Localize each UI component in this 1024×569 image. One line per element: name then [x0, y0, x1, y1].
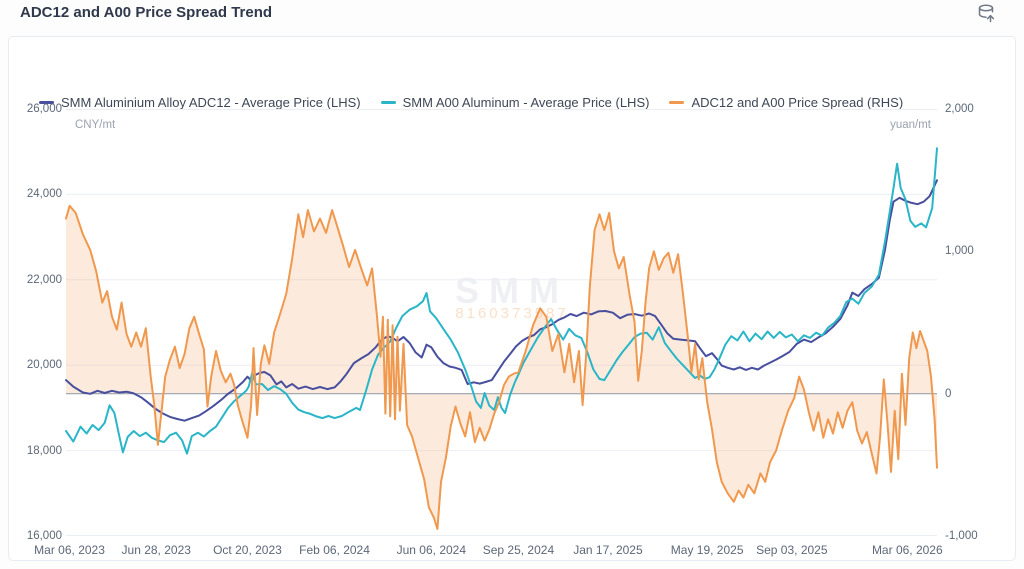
database-export-icon	[978, 4, 995, 23]
legend-label: SMM A00 Aluminum - Average Price (LHS)	[402, 95, 650, 110]
series-line-adc12	[65, 179, 938, 422]
chart-legend: SMM Aluminium Alloy ADC12 - Average Pric…	[39, 95, 903, 110]
x-axis-tick-label: May 19, 2025	[670, 543, 744, 557]
y-left-tick-label: 26,000	[26, 103, 62, 115]
series-line-spread	[65, 204, 938, 530]
spread-area-fill	[66, 205, 937, 529]
legend-marker	[380, 101, 396, 104]
page-title: ADC12 and A00 Price Spread Trend	[20, 4, 273, 21]
y-right-tick-label: 0	[945, 387, 952, 400]
x-axis-tick-label: Mar 06, 2023	[34, 543, 105, 557]
legend-marker	[39, 101, 54, 104]
y-left-tick-label: 18,000	[26, 444, 62, 457]
x-axis-tick-label: Mar 06, 2026	[871, 543, 943, 557]
legend-marker	[669, 101, 685, 104]
y-left-tick-label: 22,000	[26, 273, 62, 286]
legend-item-1[interactable]: SMM A00 Aluminum - Average Price (LHS)	[380, 95, 650, 110]
legend-item-2[interactable]: ADC12 and A00 Price Spread (RHS)	[669, 95, 903, 110]
y-left-tick-label: 20,000	[26, 359, 62, 372]
series-line-a00	[65, 147, 938, 455]
legend-label: SMM Aluminium Alloy ADC12 - Average Pric…	[61, 95, 361, 110]
chart-plot-area[interactable]	[65, 109, 938, 536]
x-axis-tick-label: Sep 03, 2025	[756, 543, 828, 557]
x-axis-tick-label: Feb 06, 2024	[299, 543, 370, 557]
left-axis-unit: CNY/mt	[75, 119, 116, 131]
x-axis-tick-label: Jan 17, 2025	[573, 543, 643, 557]
x-axis-tick-label: Sep 25, 2024	[482, 543, 555, 557]
right-axis-unit: yuan/mt	[890, 119, 931, 131]
y-left-tick-label: 24,000	[26, 188, 62, 201]
x-axis-tick-label: Jun 28, 2023	[121, 543, 191, 557]
x-axis-tick-label: Oct 20, 2023	[213, 543, 282, 557]
x-axis-tick-label: Jun 06, 2024	[396, 543, 467, 557]
y-right-tick-label: 1,000	[945, 245, 974, 258]
legend-label: ADC12 and A00 Price Spread (RHS)	[691, 95, 904, 110]
y-right-tick-label: -1,000	[945, 530, 978, 542]
y-right-tick-label: 2,000	[945, 103, 974, 115]
export-data-button[interactable]	[976, 3, 998, 25]
chart-card: SMM Aluminium Alloy ADC12 - Average Pric…	[8, 36, 1016, 561]
y-left-tick-label: 16,000	[26, 530, 62, 542]
chart-canvas[interactable]	[65, 109, 938, 536]
legend-item-0[interactable]: SMM Aluminium Alloy ADC12 - Average Pric…	[39, 95, 361, 110]
